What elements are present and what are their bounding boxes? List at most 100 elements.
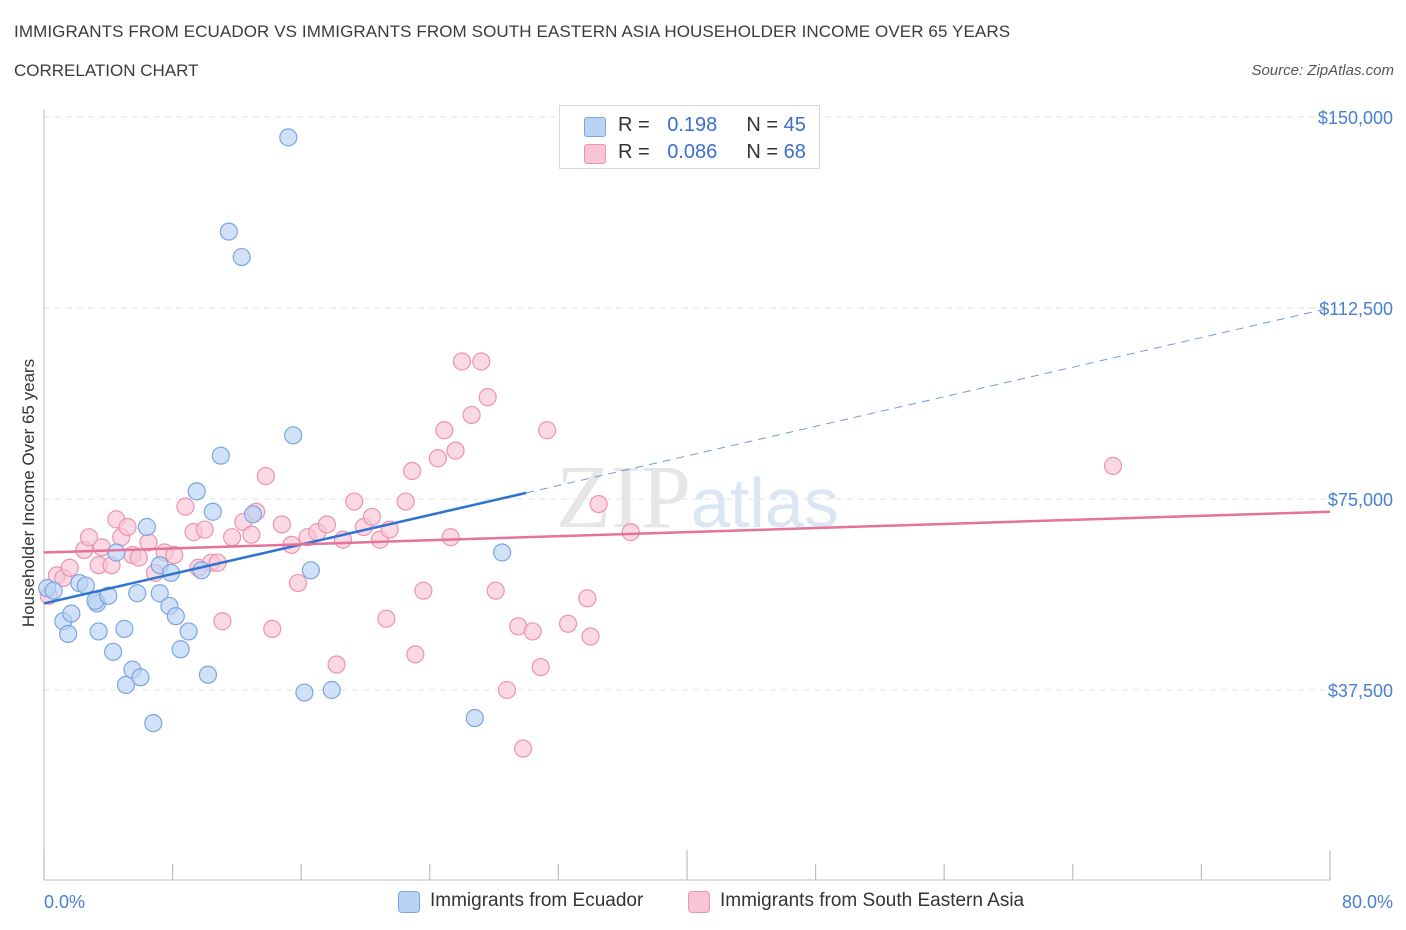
sea-point [406,645,425,664]
ecuador-point [192,561,211,580]
ecuador-point [166,607,185,626]
sea-point [327,655,346,674]
legend-swatch-pink [584,144,606,164]
stats-legend: R = 0.198 N = 45 R = 0.086 N = 68 [559,105,820,169]
y-axis-label: Householder Income Over 65 years [19,359,38,627]
x-tick-min: 0.0% [44,892,85,912]
sea-point [222,528,242,547]
ecuador-point [179,622,198,641]
sea-point [256,466,275,486]
sea-point [446,441,465,460]
legend-r-label: R = [618,141,650,163]
sea-point [79,528,99,547]
ecuador-point [128,584,147,603]
sea-point [581,627,600,646]
sea-point [165,545,184,565]
axes [43,110,1331,881]
ecuador-point [144,714,163,733]
legend-n-value: 68 [783,141,806,163]
sea-point [288,573,308,593]
series-ecuador-points [38,128,512,733]
ecuador-point [322,680,341,700]
legend-r-label: R = [618,114,650,136]
sea-point [362,507,382,526]
sea-point [497,680,517,700]
sea-point [272,515,292,534]
y-tick-label: $75,000 [1328,490,1393,510]
sea-point [345,492,364,511]
ecuador-point [232,247,251,267]
y-tick-label: $37,500 [1328,681,1393,701]
sea-point [60,558,79,577]
sea-point [472,352,491,371]
x-tick-max: 80.0% [1342,892,1393,912]
sea-point [414,581,433,600]
bottom-legend-label: Immigrants from Ecuador [430,890,644,911]
sea-point [396,492,415,511]
sea-point [176,497,195,516]
sea-point [452,352,472,371]
sea-point [377,609,396,628]
bottom-legend-swatch-pink [688,891,710,913]
ecuador-point [301,561,320,580]
chart-subtitle: CORRELATION CHART [14,61,199,80]
sea-point [486,581,505,600]
ecuador-point [44,581,63,600]
sea-point [1103,456,1123,475]
ecuador-point [107,543,126,562]
sea-point [317,515,337,534]
ecuador-point [198,665,218,684]
source-label: Source: ZipAtlas.com [1251,62,1394,79]
sea-point [558,614,578,633]
legend-swatch-blue [584,117,606,137]
ecuador-point [187,482,206,501]
sea-point [538,421,557,440]
bottom-legend-label: Immigrants from South Eastern Asia [720,890,1025,911]
sea-point [578,589,597,608]
y-tick-labels: $37,500 $75,000 $112,500 $150,000 [1318,108,1393,701]
sea-point [523,622,542,641]
ecuador-point [243,505,263,524]
sea-point [435,421,454,440]
legend-r-value: 0.198 [667,114,718,136]
ecuador-point [219,222,238,241]
sea-point [621,523,640,542]
sea-point [118,517,137,537]
ecuador-point [150,584,169,603]
y-tick-label: $150,000 [1318,108,1393,128]
sea-trend-line [43,510,1331,554]
chart-title: IMMIGRANTS FROM ECUADOR VS IMMIGRANTS FR… [14,22,1011,41]
y-tick-label: $112,500 [1319,299,1393,319]
sea-point [428,449,447,468]
ecuador-point [116,675,136,695]
ecuador-point [62,604,81,623]
trend-lines [43,307,1331,605]
sea-point [478,388,497,407]
ecuador-point [137,517,156,537]
series-south-eastern-asia-points [39,352,1123,758]
sea-point [441,528,460,547]
sea-point [403,461,422,481]
ecuador-point [465,708,484,728]
sea-point [213,612,232,631]
sea-point [129,548,148,567]
ecuador-point [115,619,134,638]
ecuador-point [59,624,78,644]
sea-point [513,739,533,758]
legend-n-value: 45 [783,114,806,136]
ecuador-point [493,543,512,562]
ecuador-point [295,683,314,702]
sea-point [531,657,550,677]
ecuador-trend-extension [526,307,1331,494]
ecuador-point [104,642,123,661]
ecuador-point [171,640,190,659]
sea-point [263,619,282,638]
ecuador-trend-line [43,491,527,605]
ecuador-point [279,128,298,147]
ecuador-point [203,502,222,521]
ecuador-point [211,446,230,465]
ecuador-point [89,622,108,641]
ecuador-point [131,668,150,687]
gridlines [44,116,1393,691]
